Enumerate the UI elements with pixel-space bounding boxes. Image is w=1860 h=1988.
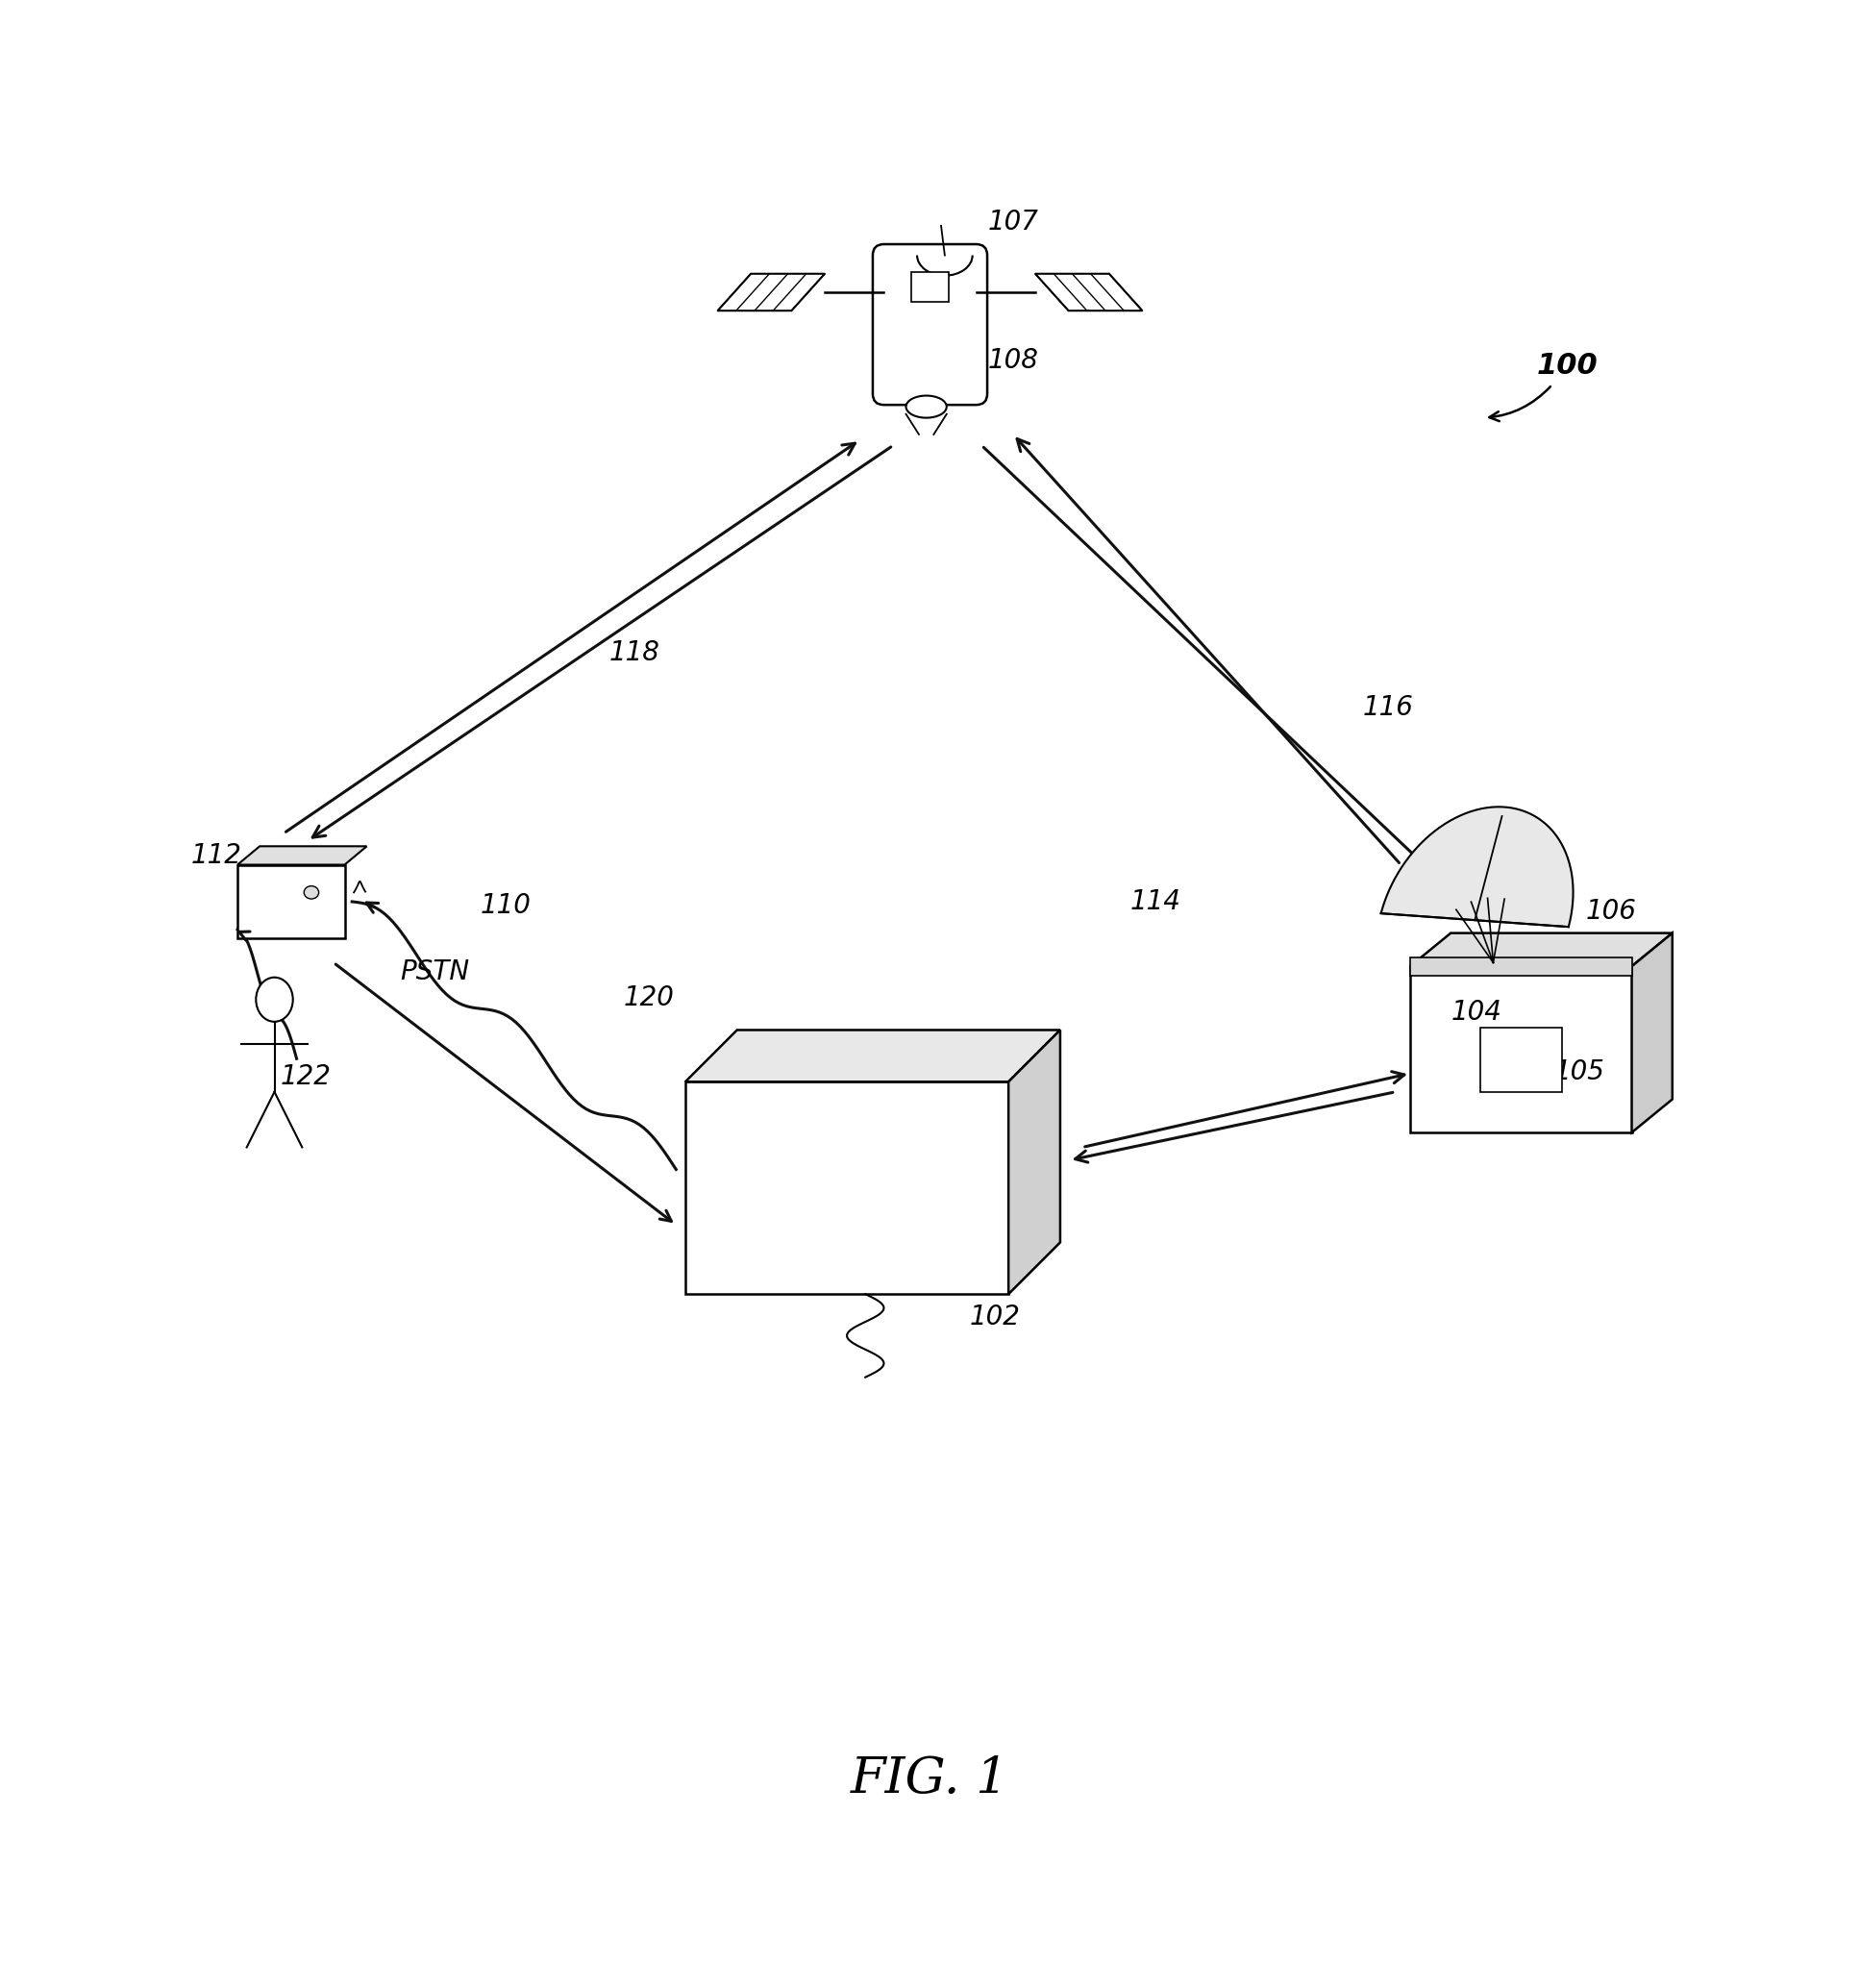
Bar [1481,1028,1562,1091]
Text: 108: 108 [988,348,1038,374]
Text: FIG. 1: FIG. 1 [850,1753,1010,1803]
Text: 107: 107 [988,209,1038,235]
Text: 118: 118 [608,638,660,666]
Bar [684,1081,1008,1294]
Ellipse shape [303,887,318,899]
Ellipse shape [257,978,292,1022]
Text: 105: 105 [1555,1058,1605,1085]
Ellipse shape [906,396,947,417]
Bar [238,865,344,938]
Polygon shape [1036,274,1142,310]
Polygon shape [1410,932,1672,966]
Text: PSTN: PSTN [400,958,471,986]
Text: 112: 112 [192,843,242,869]
Polygon shape [1631,932,1672,1133]
Bar [1410,956,1631,976]
Text: 116: 116 [1363,694,1414,722]
Text: 120: 120 [623,984,675,1012]
Text: 110: 110 [480,893,530,918]
Polygon shape [1008,1030,1060,1294]
Polygon shape [718,274,824,310]
Text: 104: 104 [1451,1000,1501,1026]
Text: 122: 122 [281,1064,331,1091]
FancyBboxPatch shape [872,245,988,406]
Bar [1410,966,1631,1133]
Text: 100: 100 [1536,352,1598,380]
Polygon shape [684,1030,1060,1081]
Text: 102: 102 [969,1304,1019,1330]
Text: 114: 114 [1129,889,1181,914]
Polygon shape [238,847,366,865]
Polygon shape [1380,807,1574,926]
Text: 106: 106 [1585,897,1637,924]
Bar [911,272,949,302]
